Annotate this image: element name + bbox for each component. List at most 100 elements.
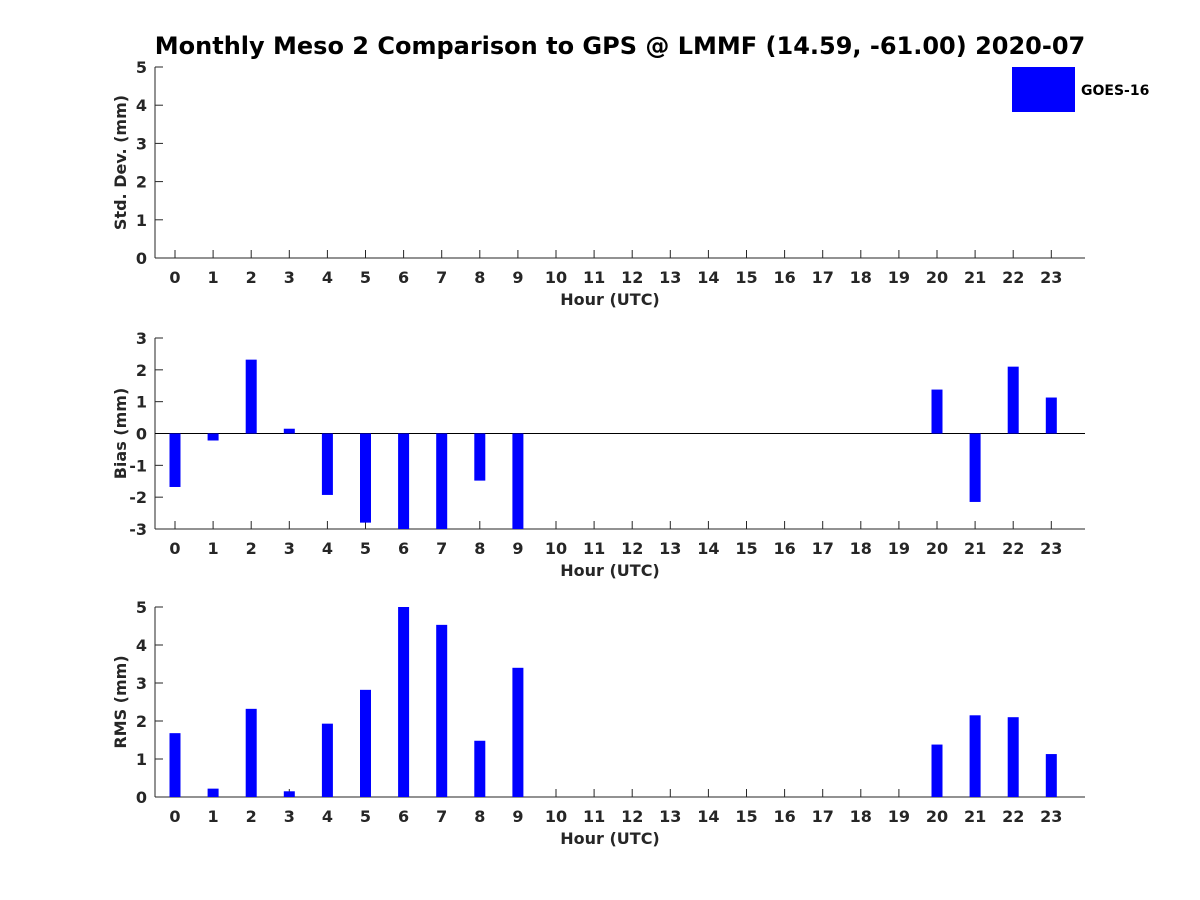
rms-bar <box>969 715 981 797</box>
rms-y-tick-label: 1 <box>136 750 147 769</box>
std-dev-x-tick-label: 21 <box>964 268 986 287</box>
bias-x-tick-label: 23 <box>1040 539 1062 558</box>
std-dev-y-tick-label: 5 <box>136 58 147 77</box>
std-dev-y-tick-label: 2 <box>136 173 147 192</box>
rms-x-tick-label: 19 <box>888 807 910 826</box>
std-dev-x-tick-label: 10 <box>545 268 567 287</box>
bias-x-axis-label: Hour (UTC) <box>560 561 660 580</box>
bias-bar <box>512 433 524 529</box>
rms-x-tick-label: 5 <box>360 807 371 826</box>
std-dev-x-tick-label: 14 <box>697 268 719 287</box>
rms-bar <box>321 723 333 797</box>
rms-y-axis-label: RMS (mm) <box>111 655 130 748</box>
std-dev-x-tick-label: 19 <box>888 268 910 287</box>
std-dev-x-tick-label: 22 <box>1002 268 1024 287</box>
rms-bar <box>1007 717 1019 797</box>
rms-bar <box>245 708 257 797</box>
std-dev-y-axis-label: Std. Dev. (mm) <box>111 95 130 230</box>
bias-x-tick-label: 19 <box>888 539 910 558</box>
std-dev-x-tick-label: 15 <box>735 268 757 287</box>
bias-x-tick-label: 16 <box>773 539 795 558</box>
bias-bar <box>1045 397 1057 434</box>
rms-x-tick-label: 20 <box>926 807 948 826</box>
rms-bar <box>436 624 448 797</box>
bias-x-tick-label: 10 <box>545 539 567 558</box>
bias-y-tick-label: 2 <box>136 361 147 380</box>
rms-bar <box>474 740 486 797</box>
rms-bar <box>512 667 524 797</box>
rms-x-tick-label: 15 <box>735 807 757 826</box>
rms-bar <box>1045 754 1057 797</box>
bias-x-tick-label: 14 <box>697 539 719 558</box>
bias-y-tick-label: 1 <box>136 393 147 412</box>
std-dev-x-tick-label: 8 <box>474 268 485 287</box>
bias-x-tick-label: 3 <box>284 539 295 558</box>
std-dev-x-tick-label: 18 <box>850 268 872 287</box>
bias-bar <box>931 389 943 434</box>
rms-x-tick-label: 23 <box>1040 807 1062 826</box>
bias-x-tick-label: 22 <box>1002 539 1024 558</box>
std-dev-x-tick-label: 11 <box>583 268 605 287</box>
bias-x-tick-label: 4 <box>322 539 333 558</box>
std-dev-x-tick-label: 6 <box>398 268 409 287</box>
std-dev-x-tick-label: 2 <box>246 268 257 287</box>
bias-x-tick-label: 2 <box>246 539 257 558</box>
bias-x-tick-label: 8 <box>474 539 485 558</box>
bias-x-tick-label: 17 <box>812 539 834 558</box>
std-dev-x-tick-label: 7 <box>436 268 447 287</box>
rms-bar <box>283 791 295 797</box>
std-dev-x-tick-label: 9 <box>512 268 523 287</box>
rms-x-tick-label: 11 <box>583 807 605 826</box>
bias-y-tick-label: -1 <box>129 456 147 475</box>
std-dev-y-tick-label: 4 <box>136 96 147 115</box>
rms-y-tick-label: 3 <box>136 674 147 693</box>
rms-x-axis-label: Hour (UTC) <box>560 829 660 848</box>
bias-y-tick-label: -3 <box>129 520 147 539</box>
legend-label: GOES-16 <box>1081 83 1149 99</box>
bias-x-tick-label: 15 <box>735 539 757 558</box>
bias-bar <box>360 433 371 523</box>
std-dev-x-tick-label: 17 <box>812 268 834 287</box>
bias-bar <box>245 359 257 434</box>
rms-bar <box>931 744 943 797</box>
bias-x-tick-label: 6 <box>398 539 409 558</box>
rms-x-tick-label: 14 <box>697 807 719 826</box>
std-dev-x-tick-label: 23 <box>1040 268 1062 287</box>
bias-bar <box>474 433 486 481</box>
chart-title: Monthly Meso 2 Comparison to GPS @ LMMF … <box>155 32 1085 60</box>
bias-x-tick-label: 20 <box>926 539 948 558</box>
rms-y-tick-label: 0 <box>136 788 147 807</box>
rms-x-tick-label: 8 <box>474 807 485 826</box>
rms-x-tick-label: 16 <box>773 807 795 826</box>
bias-x-tick-label: 12 <box>621 539 643 558</box>
bias-x-tick-label: 11 <box>583 539 605 558</box>
bias-x-tick-label: 13 <box>659 539 681 558</box>
rms-x-tick-label: 6 <box>398 807 409 826</box>
rms-bar <box>207 788 219 797</box>
std-dev-y-tick-label: 1 <box>136 211 147 230</box>
std-dev-x-tick-label: 3 <box>284 268 295 287</box>
rms-x-tick-label: 18 <box>850 807 872 826</box>
bias-x-tick-label: 21 <box>964 539 986 558</box>
rms-x-tick-label: 1 <box>208 807 219 826</box>
rms-x-tick-label: 0 <box>169 807 180 826</box>
std-dev-x-tick-label: 12 <box>621 268 643 287</box>
bias-bar <box>1007 366 1019 434</box>
std-dev-y-tick-label: 3 <box>136 134 147 153</box>
legend-swatch <box>1012 67 1075 112</box>
bias-x-tick-label: 5 <box>360 539 371 558</box>
rms-x-tick-label: 2 <box>246 807 257 826</box>
rms-bar <box>169 733 181 797</box>
bias-y-tick-label: 3 <box>136 329 147 348</box>
rms-x-tick-label: 7 <box>436 807 447 826</box>
bias-bar <box>969 433 981 502</box>
std-dev-x-tick-label: 20 <box>926 268 948 287</box>
std-dev-x-tick-label: 16 <box>773 268 795 287</box>
bias-bar <box>436 433 448 529</box>
rms-bar <box>398 607 410 797</box>
std-dev-x-tick-label: 4 <box>322 268 333 287</box>
bias-bar <box>398 433 410 529</box>
rms-x-tick-label: 3 <box>284 807 295 826</box>
std-dev-x-tick-label: 13 <box>659 268 681 287</box>
